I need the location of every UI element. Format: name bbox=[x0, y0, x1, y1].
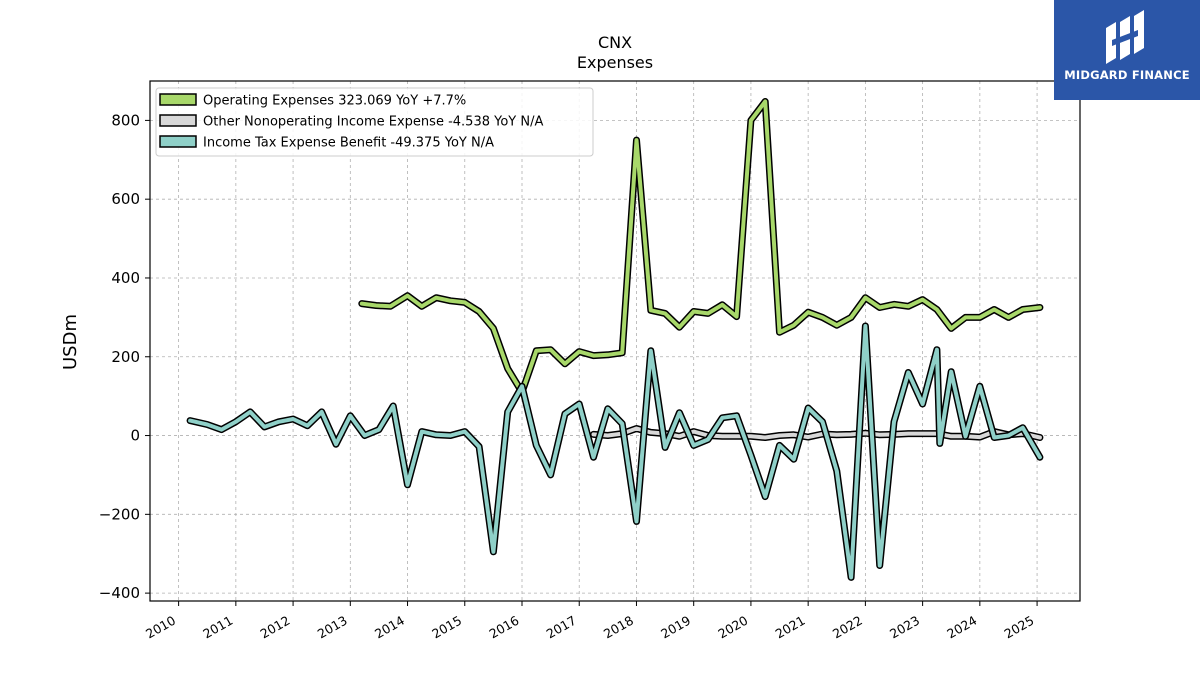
y-tick-label: −400 bbox=[99, 584, 140, 602]
legend-label: Other Nonoperating Income Expense -4.538… bbox=[203, 115, 543, 130]
x-tick-label: 2020 bbox=[715, 613, 750, 642]
chart-title: CNX bbox=[598, 33, 632, 52]
legend-box bbox=[155, 87, 594, 157]
y-axis: −400 −200 0 200 400 600 800 bbox=[99, 111, 150, 602]
x-tick-label: 2016 bbox=[486, 613, 521, 642]
x-tick-label: 2018 bbox=[601, 613, 636, 642]
x-tick-label: 2021 bbox=[773, 613, 808, 642]
plot-series bbox=[186, 98, 1044, 581]
series-2-outline bbox=[186, 322, 1044, 581]
legend-label: Income Tax Expense Benefit -49.375 YoY N… bbox=[203, 136, 494, 151]
y-tick-label: 800 bbox=[111, 111, 140, 129]
series-2-line bbox=[188, 324, 1042, 580]
brand-name: MIDGARD FINANCE bbox=[1064, 68, 1190, 82]
chart-subtitle: Expenses bbox=[577, 53, 653, 72]
legend-label: Operating Expenses 323.069 YoY +7.7% bbox=[203, 94, 466, 109]
x-tick-label: 2015 bbox=[429, 613, 464, 642]
x-tick-label: 2017 bbox=[544, 613, 579, 642]
x-tick-label: 2022 bbox=[830, 613, 865, 642]
y-tick-label: 200 bbox=[111, 348, 140, 366]
x-tick-label: 2011 bbox=[200, 613, 235, 642]
legend-swatch bbox=[159, 114, 197, 127]
series-0-line bbox=[359, 99, 1042, 395]
x-tick-label: 2013 bbox=[315, 613, 350, 642]
x-tick-label: 2010 bbox=[143, 613, 178, 642]
plot-frame bbox=[149, 80, 1081, 602]
y-tick-label: −200 bbox=[99, 505, 140, 523]
y-tick-label: 600 bbox=[111, 190, 140, 208]
x-tick-label: 2023 bbox=[887, 613, 922, 642]
x-tick-label: 2012 bbox=[258, 613, 293, 642]
y-axis-label: USDm bbox=[60, 314, 81, 370]
x-tick-label: 2024 bbox=[944, 613, 979, 642]
x-axis: 2010 2011 2012 2013 2014 2015 2016 2017 2018 2019… bbox=[143, 601, 1038, 642]
legend: Operating Expenses 323.069 YoY +7.7% Othe… bbox=[155, 87, 594, 157]
x-tick-label: 2019 bbox=[658, 613, 693, 642]
brand-logo: MIDGARD FINANCE bbox=[1054, 0, 1200, 100]
x-tick-label: 2025 bbox=[1002, 613, 1037, 642]
logo-mark-icon bbox=[1106, 10, 1144, 64]
legend-swatch bbox=[159, 135, 197, 148]
x-tick-label: 2014 bbox=[372, 613, 407, 642]
legend-swatch bbox=[159, 93, 197, 106]
y-tick-label: 0 bbox=[130, 427, 140, 445]
y-tick-label: 400 bbox=[111, 269, 140, 287]
grid-lines bbox=[150, 81, 1080, 601]
